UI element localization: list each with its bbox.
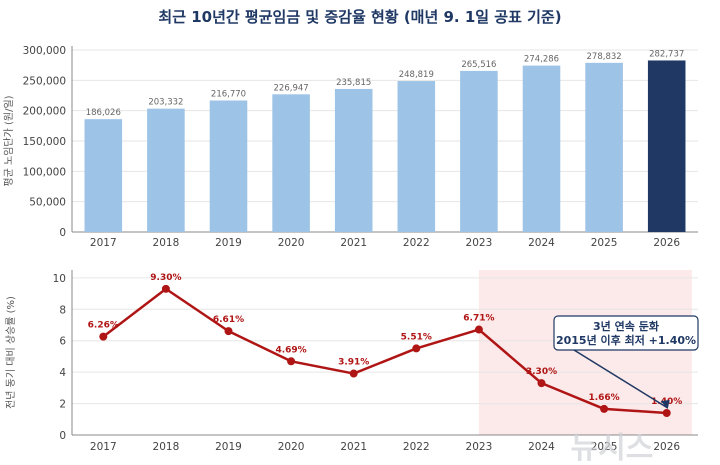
line-y-tick-label: 2 — [59, 399, 66, 411]
line-point-2020 — [287, 357, 296, 366]
bar-value-label-2025: 278,832 — [587, 52, 622, 62]
line-x-tick-label-2023: 2023 — [466, 441, 493, 453]
bar-value-label-2017: 186,026 — [86, 108, 121, 118]
line-x-tick-label-2026: 2026 — [653, 441, 680, 453]
bar-x-tick-label-2021: 2021 — [340, 237, 367, 249]
annotation-arrowhead — [660, 400, 670, 409]
line-x-tick-label-2017: 2017 — [90, 441, 117, 453]
bar-2017 — [84, 119, 123, 232]
bar-x-tick-label-2024: 2024 — [528, 237, 555, 249]
bar-y-tick-label: 100,000 — [23, 166, 66, 178]
bar-y-tick-label: 50,000 — [29, 197, 66, 209]
line-y-tick-label: 4 — [59, 367, 66, 379]
line-point-2019 — [224, 327, 233, 336]
bar-2018 — [147, 108, 185, 232]
bar-y-tick-label: 0 — [59, 227, 66, 239]
line-x-tick-label-2020: 2020 — [278, 441, 305, 453]
bar-value-label-2021: 235,815 — [336, 78, 371, 88]
line-point-2018 — [161, 284, 170, 293]
bar-2025 — [585, 62, 623, 232]
bar-value-label-2023: 265,516 — [461, 60, 496, 70]
line-point-2026 — [662, 409, 671, 417]
bar-x-tick-label-2017: 2017 — [90, 237, 117, 249]
line-y-axis-label: 전년 동기 대비 상승률 (%) — [5, 296, 17, 409]
line-value-label-2017: 6.26% — [88, 321, 119, 331]
annotation-line1: 3년 연속 둔화 — [593, 319, 659, 333]
bar-x-tick-label-2018: 2018 — [153, 237, 180, 249]
bar-2021 — [334, 88, 373, 232]
line-series — [102, 287, 667, 415]
bar-x-tick-label-2026: 2026 — [653, 237, 680, 249]
bar-2026 — [647, 60, 686, 232]
line-x-tick-label-2022: 2022 — [403, 441, 430, 453]
bar-x-tick-label-2023: 2023 — [466, 237, 493, 249]
bar-x-tick-label-2025: 2025 — [591, 237, 618, 249]
line-value-label-2024: 3.30% — [526, 367, 557, 377]
line-y-tick-label: 6 — [59, 336, 66, 348]
bar-x-tick-label-2019: 2019 — [215, 237, 242, 249]
bar-value-label-2019: 216,770 — [211, 89, 246, 99]
line-point-2022 — [412, 344, 421, 353]
line-point-2017 — [99, 332, 108, 341]
line-value-label-2019: 6.61% — [213, 315, 244, 325]
line-value-label-2018: 9.30% — [150, 273, 181, 283]
bar-2023 — [460, 70, 498, 233]
line-value-label-2020: 4.69% — [275, 345, 306, 355]
bar-2020 — [272, 94, 310, 232]
bar-y-tick-label: 250,000 — [23, 75, 66, 87]
bar-x-tick-label-2020: 2020 — [278, 237, 305, 249]
line-y-tick-label: 8 — [59, 304, 66, 316]
bar-2022 — [397, 81, 436, 232]
bar-2019 — [209, 100, 248, 233]
line-x-tick-label-2018: 2018 — [153, 441, 180, 453]
chart-title: 최근 10년간 평균임금 및 증감율 현황 (매년 9. 1일 공표 기준) — [158, 8, 562, 26]
bar-value-label-2020: 226,947 — [274, 83, 309, 93]
line-y-tick-label: 10 — [53, 273, 66, 285]
bar-y-tick-label: 300,000 — [23, 45, 66, 57]
bar-value-label-2022: 248,819 — [399, 70, 434, 80]
line-value-label-2021: 3.91% — [338, 358, 369, 368]
line-x-tick-label-2021: 2021 — [340, 441, 367, 453]
line-shaded-region — [478, 270, 692, 435]
line-point-2025 — [600, 404, 609, 413]
bar-y-tick-label: 200,000 — [23, 106, 66, 118]
bar-x-tick-label-2022: 2022 — [403, 237, 430, 249]
line-x-tick-label-2025: 2025 — [591, 441, 618, 453]
watermark-logo: 뉴시스 — [571, 431, 654, 465]
bar-y-axis-label: 평균 노임단가 (원/일) — [2, 95, 15, 186]
bar-value-label-2024: 274,286 — [524, 55, 559, 65]
bar-y-tick-label: 150,000 — [23, 136, 66, 148]
line-x-tick-label-2024: 2024 — [528, 441, 555, 453]
bar-2024 — [522, 65, 561, 232]
line-value-label-2023: 6.71% — [463, 314, 494, 324]
line-value-label-2025: 1.66% — [588, 393, 619, 403]
line-value-label-2022: 5.51% — [401, 332, 432, 342]
bar-value-label-2026: 282,737 — [649, 49, 684, 59]
annotation-box — [553, 315, 699, 351]
line-point-2024 — [537, 379, 546, 388]
annotation-arrow — [573, 349, 669, 409]
line-point-2021 — [349, 369, 358, 378]
line-y-tick-label: 0 — [59, 430, 66, 442]
line-x-tick-label-2019: 2019 — [215, 441, 242, 453]
annotation-line2: 2015년 이후 최저 +1.40% — [556, 333, 696, 347]
line-point-2023 — [474, 325, 483, 334]
bar-value-label-2018: 203,332 — [148, 98, 183, 108]
